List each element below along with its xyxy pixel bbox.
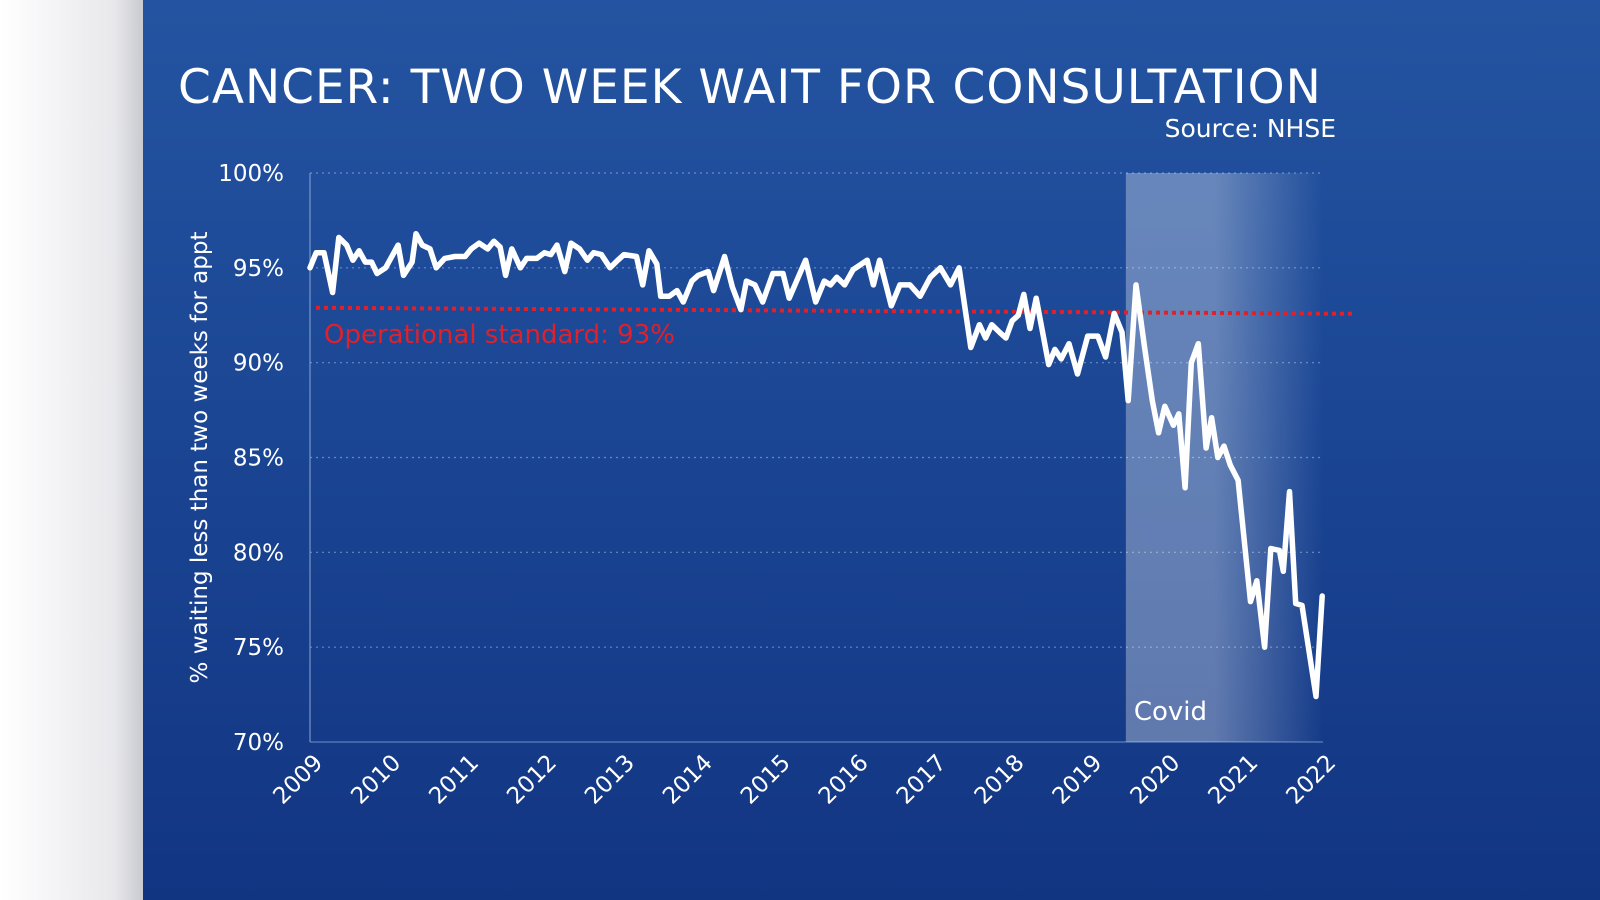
series-line-group bbox=[307, 230, 1325, 700]
operational-standard-line bbox=[315, 305, 1355, 316]
operational-standard-label: Operational standard: 93% bbox=[324, 320, 675, 350]
x-tick-label: 2017 bbox=[892, 750, 952, 810]
left-margin-strip bbox=[0, 0, 143, 900]
x-tick-label: 2019 bbox=[1048, 750, 1108, 810]
operational-standard: Operational standard: 93% bbox=[315, 305, 1355, 350]
x-tick-label: 2020 bbox=[1126, 750, 1186, 810]
covid-band: Covid bbox=[1125, 173, 1323, 742]
series-line bbox=[307, 230, 1325, 700]
x-tick-label: 2022 bbox=[1281, 750, 1341, 810]
x-tick-label: 2021 bbox=[1204, 750, 1264, 810]
y-tick-label: 70% bbox=[233, 730, 284, 756]
x-tick-label: 2009 bbox=[268, 750, 328, 810]
y-tick-label: 90% bbox=[233, 351, 284, 377]
x-tick-label: 2011 bbox=[424, 750, 484, 810]
y-tick-label: 80% bbox=[233, 540, 284, 566]
chart-title: CANCER: TWO WEEK WAIT FOR CONSULTATION bbox=[178, 60, 1322, 115]
covid-shaded-region bbox=[1125, 173, 1323, 742]
x-tick-label: 2010 bbox=[346, 750, 406, 810]
y-tick-labels: 70% 75% 80% 85% 90% 95% 100% bbox=[218, 161, 284, 756]
source-label: Source: NHSE bbox=[1165, 114, 1336, 143]
x-tick-label: 2013 bbox=[580, 750, 640, 810]
y-tick-label: 75% bbox=[233, 635, 284, 661]
x-tick-label: 2018 bbox=[970, 750, 1030, 810]
y-tick-label: 95% bbox=[233, 256, 284, 282]
covid-label: Covid bbox=[1134, 697, 1207, 727]
x-tick-label: 2012 bbox=[502, 750, 562, 810]
x-tick-label: 2014 bbox=[658, 750, 718, 810]
y-tick-label: 100% bbox=[218, 161, 284, 187]
x-tick-label: 2016 bbox=[814, 750, 874, 810]
y-tick-label: 85% bbox=[233, 446, 284, 472]
y-axis-label: % waiting less than two weeks for appt bbox=[187, 232, 213, 684]
x-tick-labels: 2009 2010 2011 2012 2013 2014 2015 2016 2017 2018… bbox=[268, 750, 1341, 810]
chart-panel bbox=[143, 0, 1600, 900]
x-tick-label: 2015 bbox=[736, 750, 796, 810]
